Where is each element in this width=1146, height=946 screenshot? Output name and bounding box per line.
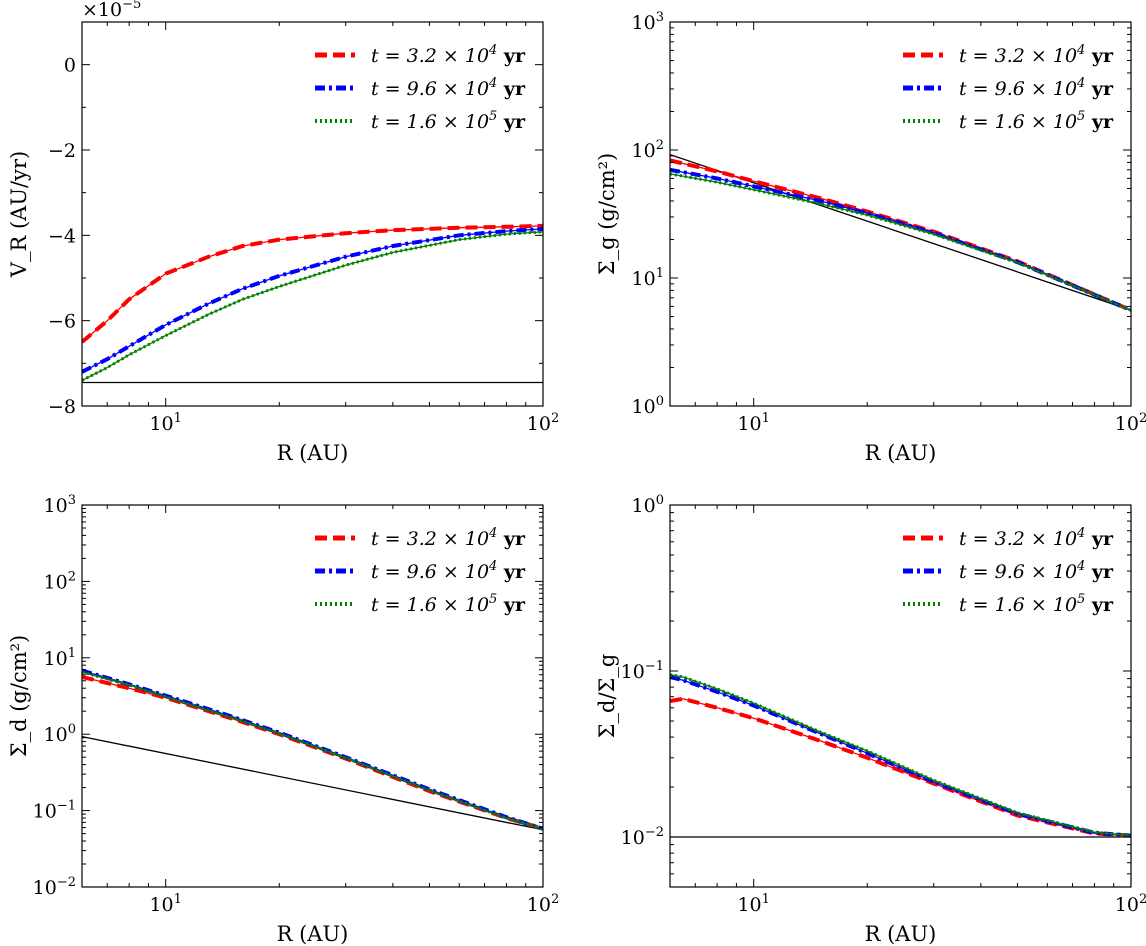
legend: t = 3.2 × 104 yr t = 9.6 × 104 yr t = 1.6 … <box>903 526 1114 616</box>
legend-label: t = 3.2 × 104 yr <box>371 526 526 550</box>
series-line <box>82 226 543 374</box>
x-tick-label: 101 <box>149 411 181 435</box>
series-group <box>82 223 543 384</box>
y-tick-label: 100 <box>632 493 664 517</box>
x-tick-label: 101 <box>737 892 769 916</box>
series-group <box>670 673 1131 838</box>
legend-label: t = 9.6 × 104 yr <box>371 559 526 583</box>
legend-label: t = 1.6 × 105 yr <box>959 592 1114 616</box>
legend-label: t = 3.2 × 104 yr <box>371 43 526 67</box>
x-axis-label: R (AU) <box>277 441 349 465</box>
y-tick-label: −6 <box>48 311 76 333</box>
y-tick-label: −2 <box>48 140 76 162</box>
legend: t = 3.2 × 104 yr t = 9.6 × 104 yr t = 1.6 … <box>315 526 526 616</box>
axes-frame <box>669 504 1132 888</box>
panel-ratio: 101 102 10−2 10−1 100 R (AU) Σ_d/Σ_g t = 3.2 × … <box>595 493 1146 946</box>
y-tick-label: 102 <box>44 569 76 593</box>
axis-offset-label: ×10−5 <box>82 0 141 21</box>
y-tick-label: 0 <box>64 55 76 77</box>
legend-label: t = 9.6 × 104 yr <box>371 76 526 100</box>
x-tick-label: 101 <box>737 411 769 435</box>
y-axis-label: Σ_d/Σ_g <box>595 654 619 739</box>
x-tick-label: 102 <box>1115 411 1146 435</box>
reference-line <box>82 735 543 831</box>
series-line <box>82 230 543 382</box>
series-line <box>670 172 1131 312</box>
legend: t = 3.2 × 104 yr t = 9.6 × 104 yr t = 1.6 … <box>903 43 1114 133</box>
y-tick-label: −4 <box>48 225 76 247</box>
x-axis-label: R (AU) <box>277 922 349 946</box>
axes-frame <box>669 21 1132 407</box>
y-axis-label: V_R (AU/yr) <box>7 151 31 278</box>
y-tick-label: 10−2 <box>621 825 664 849</box>
y-tick-label: 10−2 <box>33 875 76 899</box>
series-line <box>670 673 1131 838</box>
legend-label: t = 9.6 × 104 yr <box>959 559 1114 583</box>
y-tick-label: 10−1 <box>621 659 664 683</box>
y-tick-label: 100 <box>632 394 664 418</box>
legend: t = 3.2 × 104 yr t = 9.6 × 104 yr t = 1.6 … <box>315 43 526 133</box>
y-tick-label: 101 <box>632 266 664 290</box>
axes-frame <box>81 504 544 888</box>
legend-label: t = 1.6 × 105 yr <box>959 109 1114 133</box>
series-fit-line <box>82 228 543 373</box>
legend-label: t = 1.6 × 105 yr <box>371 109 526 133</box>
x-tick-label: 101 <box>149 892 181 916</box>
series-line <box>670 167 1131 313</box>
panel-sigma_d: 101 102 10−2 10−1 100 101 102 103 R (AU) Σ_d (g/c… <box>7 493 559 946</box>
legend-label: t = 1.6 × 105 yr <box>371 592 526 616</box>
series-fit-line <box>670 173 1131 311</box>
y-tick-label: −8 <box>48 396 76 418</box>
x-axis-label: R (AU) <box>865 922 937 946</box>
legend-label: t = 3.2 × 104 yr <box>959 43 1114 67</box>
x-tick-label: 102 <box>527 892 559 916</box>
panel-vr: 101 102 0 −2 −4 −6 −8 ×10−5 R (AU) V_R (AU/yr) t =… <box>7 0 559 465</box>
y-tick-label: 10−1 <box>33 799 76 823</box>
legend-label: t = 9.6 × 104 yr <box>959 76 1114 100</box>
series-fit-line <box>670 676 1131 837</box>
y-tick-label: 102 <box>632 138 664 162</box>
series-group <box>82 668 543 831</box>
axes-frame <box>81 21 544 407</box>
y-tick-label: 103 <box>632 10 664 34</box>
y-tick-label: 101 <box>44 646 76 670</box>
series-fit-line <box>82 231 543 381</box>
x-tick-label: 102 <box>1115 892 1146 916</box>
legend-label: t = 3.2 × 104 yr <box>959 526 1114 550</box>
x-tick-label: 102 <box>527 411 559 435</box>
y-tick-label: 100 <box>44 722 76 746</box>
series-line <box>670 675 1131 838</box>
series-group <box>670 153 1131 313</box>
y-tick-label: 103 <box>44 493 76 517</box>
panel-sigma_g: 101 102 100 101 102 103 R (AU) Σ_g (g/cm²) t = 3… <box>595 10 1146 465</box>
y-axis-label: Σ_g (g/cm²) <box>595 153 619 275</box>
series-line <box>82 223 543 344</box>
series-fit-line <box>670 169 1131 311</box>
y-axis-label: Σ_d (g/cm²) <box>7 635 31 757</box>
x-axis-label: R (AU) <box>865 441 937 465</box>
series-line <box>82 670 543 831</box>
